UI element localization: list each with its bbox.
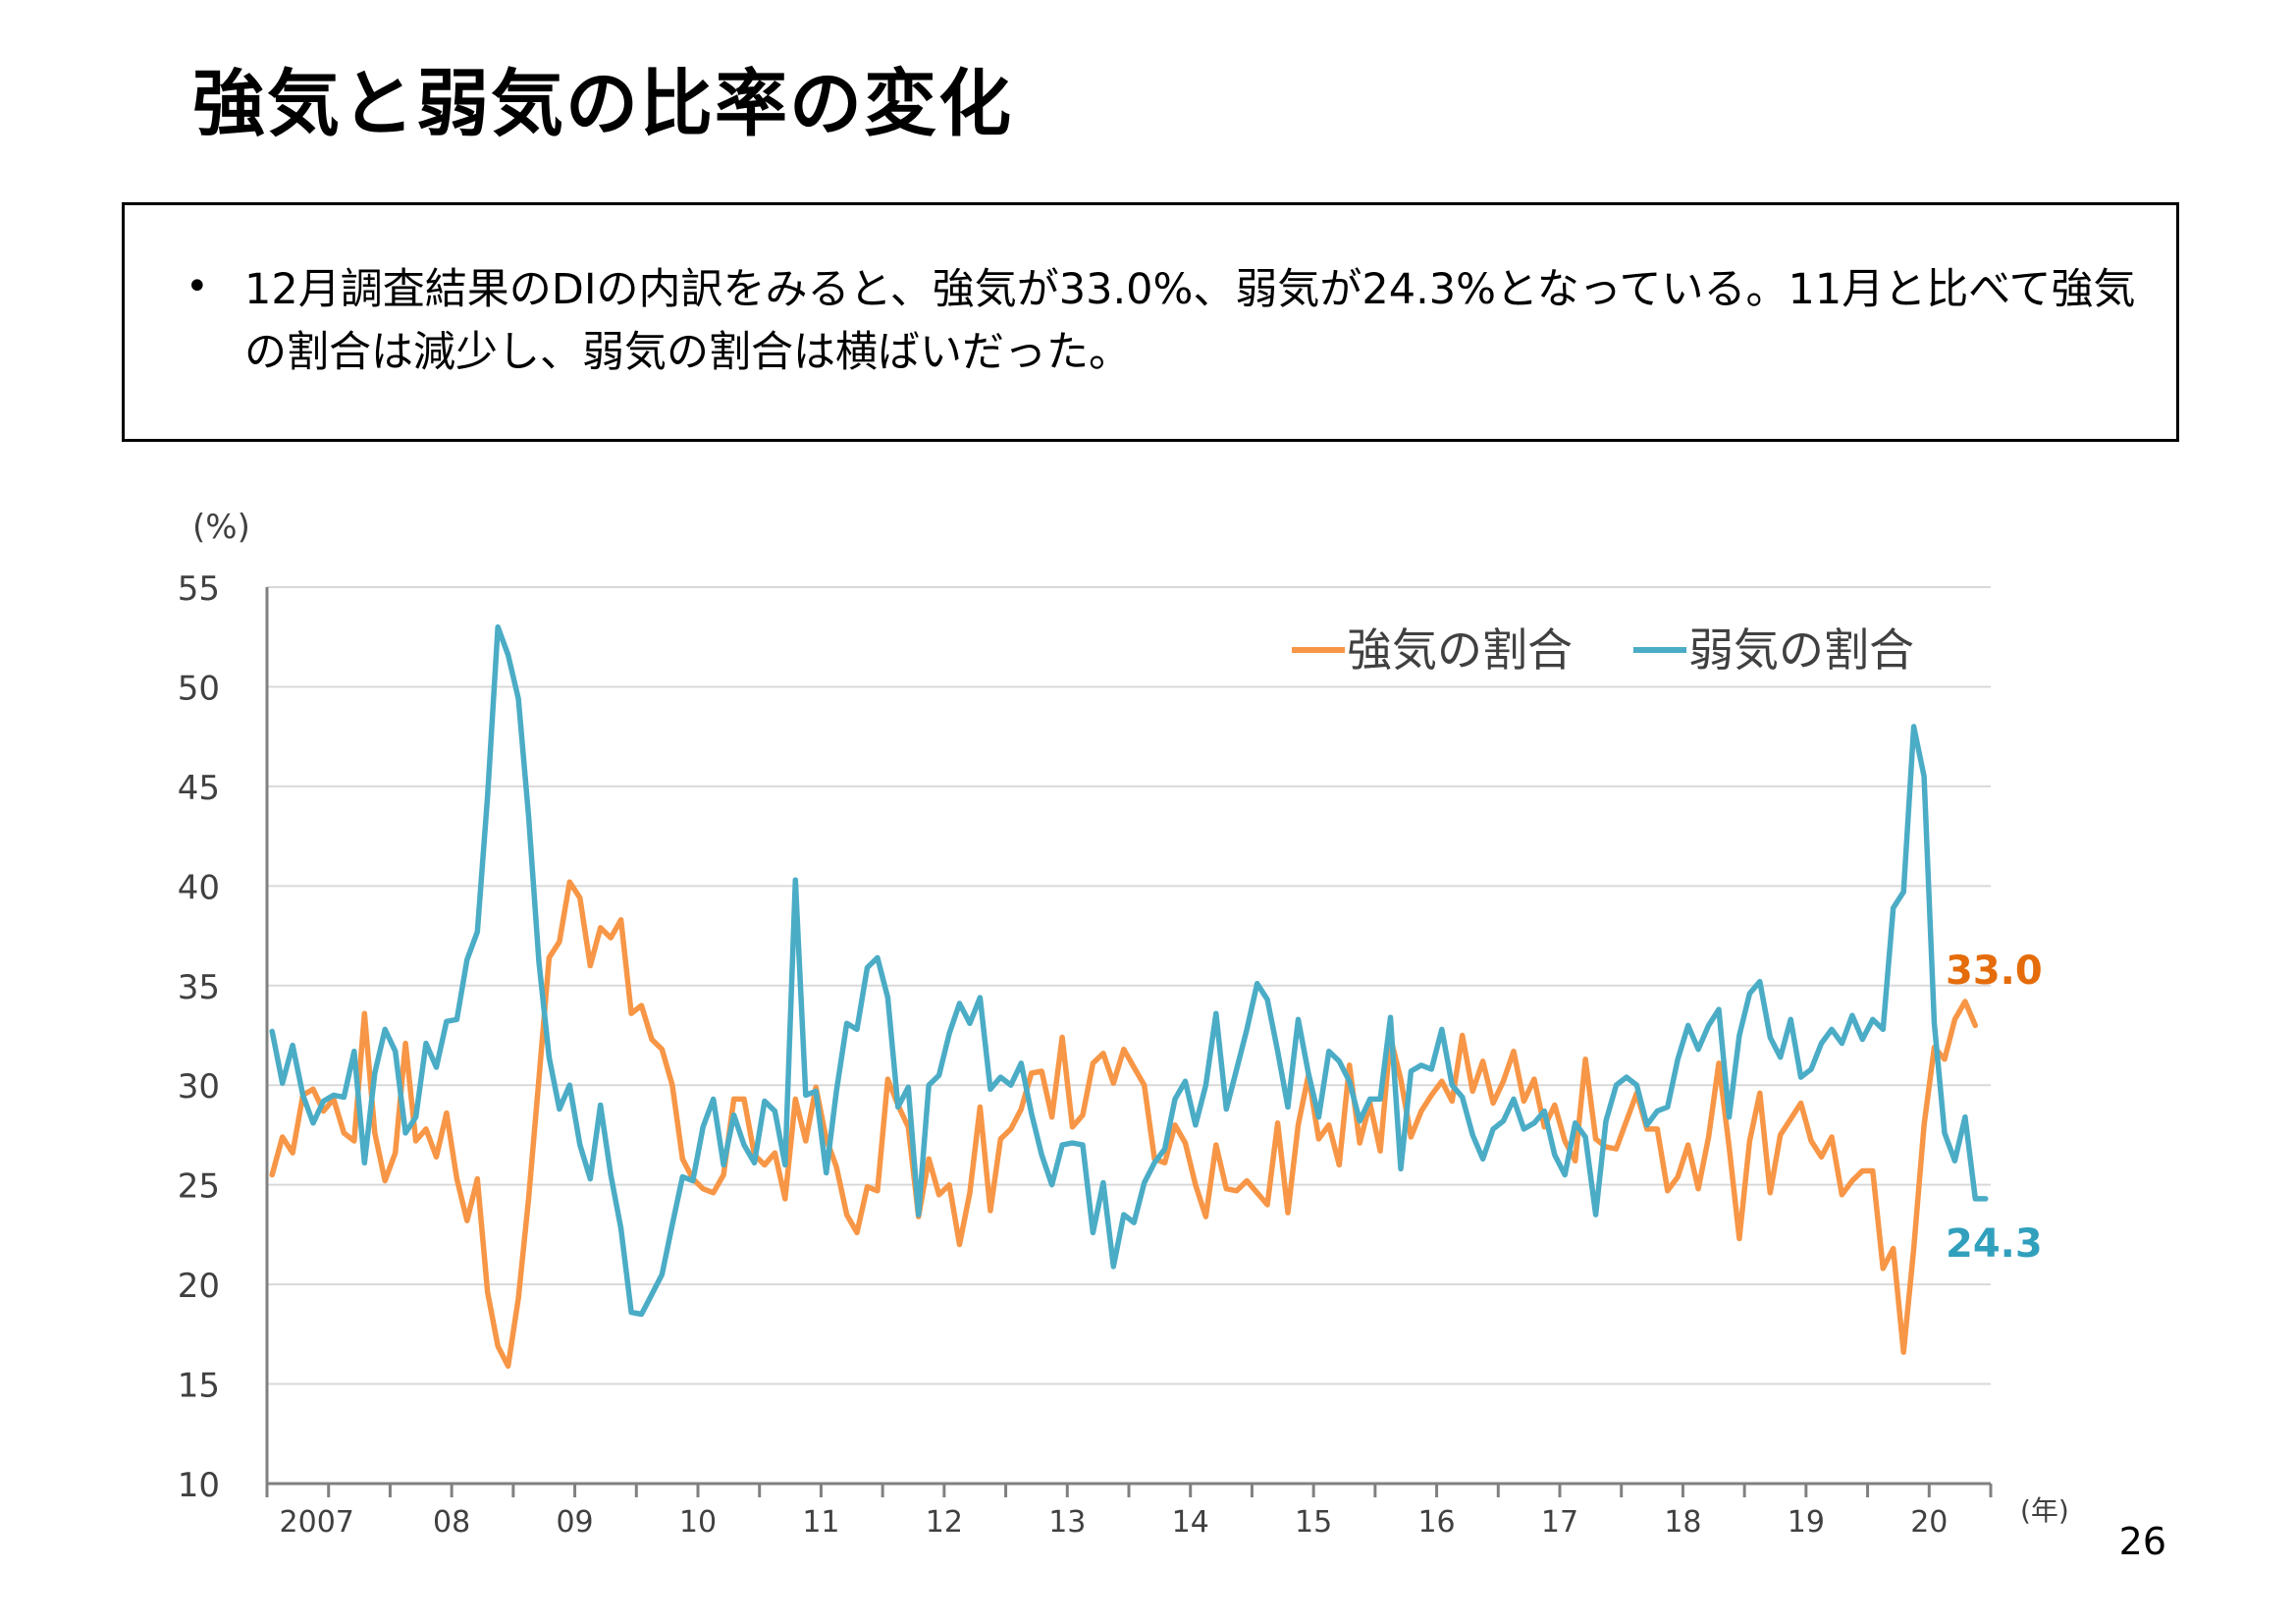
y-tick-label: 50: [178, 669, 220, 708]
x-tick-label: 08: [433, 1505, 470, 1540]
x-tick-labels: 2007 08 09 10 11 12 13 14 15 16 17 18 19 20: [280, 1505, 1949, 1540]
y-tick-label: 40: [178, 868, 220, 907]
axes: [265, 587, 1993, 1497]
x-tick-label: 19: [1788, 1505, 1825, 1540]
x-tick-label: 18: [1664, 1505, 1701, 1540]
x-axis-unit-label: (年): [2020, 1494, 2069, 1527]
x-tick-label: 17: [1541, 1505, 1578, 1540]
slide-title: 強気と弱気の比率の変化: [192, 62, 1013, 146]
summary-text: 12月調査結果のDIの内訳をみると、強気が33.0%、弱気が24.3%となってい…: [244, 265, 2136, 377]
series-line-bullish: [269, 879, 1979, 1370]
x-tick-label: 2007: [280, 1505, 354, 1540]
end-label-bearish: 24.3: [1946, 1221, 2043, 1267]
x-tick-label: 09: [556, 1505, 593, 1540]
end-label-bullish: 33.0: [1946, 948, 2043, 994]
legend: 強気の割合 弱気の割合: [1292, 623, 1914, 677]
y-tick-label: 10: [178, 1466, 220, 1505]
gridlines: [267, 586, 1991, 1385]
y-tick-label: 15: [178, 1367, 220, 1406]
summary-box: • 12月調査結果のDIの内訳をみると、強気が33.0%、弱気が24.3%となっ…: [122, 202, 2179, 442]
x-tick-label: 15: [1295, 1505, 1332, 1540]
x-tick-label: 13: [1048, 1505, 1086, 1540]
y-tick-label: 35: [178, 968, 220, 1007]
y-tick-label: 20: [178, 1267, 220, 1306]
x-tick-label: 14: [1172, 1505, 1209, 1540]
x-tick-label: 16: [1417, 1505, 1455, 1540]
series-line-bearish: [269, 623, 1989, 1318]
y-axis-unit-label: (%): [192, 508, 250, 547]
y-tick-label: 25: [178, 1167, 220, 1207]
x-tick-label: 10: [679, 1505, 717, 1540]
x-tick-label: 12: [926, 1505, 963, 1540]
y-tick-label: 55: [178, 569, 220, 609]
y-tick-label: 45: [178, 769, 220, 808]
y-tick-label: 30: [178, 1067, 220, 1107]
series-lines: [269, 623, 1989, 1370]
page-number: 26: [2118, 1520, 2166, 1563]
x-tick-label: 11: [802, 1505, 839, 1540]
legend-label-bearish: 弱気の割合: [1688, 623, 1914, 677]
legend-label-bullish: 強気の割合: [1347, 623, 1573, 677]
y-tick-labels: 10 15 20 25 30 35 40 45 50 55: [178, 569, 220, 1505]
x-tick-label: 20: [1910, 1505, 1948, 1540]
bullet-icon: •: [186, 264, 209, 309]
